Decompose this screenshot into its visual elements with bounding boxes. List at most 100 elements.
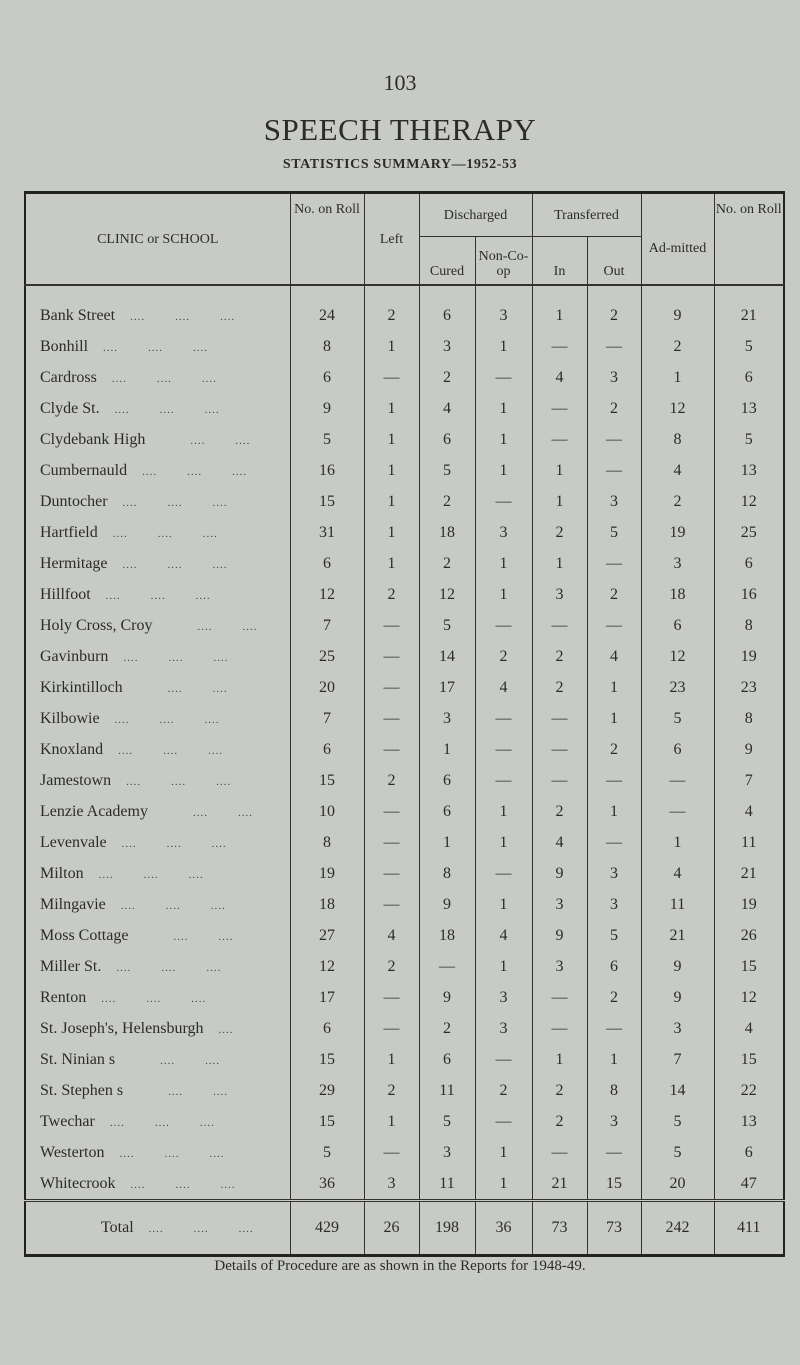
clinic-name-text: Kilbowie <box>40 709 100 727</box>
dot-leader: .... .... .... <box>115 1178 236 1191</box>
cell-roll-start: 5 <box>289 424 364 455</box>
cell-non-coop: 1 <box>474 951 532 982</box>
cell-out: 73 <box>586 1200 641 1256</box>
cell-cured: 12 <box>418 579 475 610</box>
cell-non-coop: 1 <box>474 1137 532 1168</box>
cell-in: 1 <box>531 486 587 517</box>
cell-left: 2 <box>363 951 419 982</box>
cell-left: 4 <box>363 920 419 951</box>
dot-leader: .... .... .... <box>101 961 222 974</box>
dot-leader: .... .... .... <box>108 651 229 664</box>
cell-non-coop: 1 <box>474 579 532 610</box>
header-left: Left <box>363 192 419 285</box>
cell-in: — <box>531 982 587 1013</box>
cell-cured: 5 <box>418 455 475 486</box>
cell-roll-start: 27 <box>289 920 364 951</box>
cell-admitted: 3 <box>640 548 714 579</box>
clinic-name: Holy Cross, Croy .... .... <box>25 610 290 641</box>
cell-non-coop: — <box>474 1044 532 1075</box>
cell-left: — <box>363 362 419 393</box>
cell-out: 2 <box>586 393 641 424</box>
clinic-name-text: Moss Cottage <box>40 926 129 944</box>
cell-in: 4 <box>531 362 587 393</box>
cell-out: 3 <box>586 486 641 517</box>
dot-leader: .... .... .... <box>94 1116 215 1129</box>
cell-roll-end: 6 <box>713 362 784 393</box>
cell-left: — <box>363 982 419 1013</box>
cell-non-coop: — <box>474 703 532 734</box>
cell-cured: 2 <box>418 1013 475 1044</box>
cell-roll-end: 16 <box>713 579 784 610</box>
cell-out: — <box>586 765 641 796</box>
cell-out: — <box>586 827 641 858</box>
table-row: Milngavie .... .... .... 18—9 1 3 3 11 19 <box>25 889 784 920</box>
cell-non-coop: 3 <box>474 982 532 1013</box>
cell-cured: — <box>418 951 475 982</box>
cell-left: — <box>363 858 419 889</box>
cell-admitted: 242 <box>640 1200 714 1256</box>
cell-non-coop: 3 <box>474 300 532 331</box>
cell-admitted: — <box>640 796 714 827</box>
cell-roll-end: 4 <box>713 1013 784 1044</box>
cell-cured: 9 <box>418 982 475 1013</box>
cell-left: — <box>363 827 419 858</box>
dot-leader: .... .... .... <box>103 744 224 757</box>
cell-out: 5 <box>586 920 641 951</box>
dot-leader: .... .... <box>145 434 251 447</box>
cell-admitted: 1 <box>640 362 714 393</box>
cell-in: 1 <box>531 1044 587 1075</box>
table-row: St. Stephen s .... .... 29 2 11 2 2 8 14 22 <box>25 1075 784 1106</box>
cell-left: 2 <box>363 765 419 796</box>
cell-cured: 3 <box>418 703 475 734</box>
cell-cured: 2 <box>418 362 475 393</box>
clinic-name-text: Gavinburn <box>40 647 109 665</box>
cell-cured: 11 <box>418 1168 475 1201</box>
cell-out: 4 <box>586 641 641 672</box>
cell-in: 3 <box>531 579 587 610</box>
cell-admitted: 2 <box>640 331 714 362</box>
table-row: Hillfoot .... .... .... 12 2 12 1 3 2 18 16 <box>25 579 784 610</box>
cell-admitted: 19 <box>640 517 714 548</box>
cell-cured: 6 <box>418 1044 475 1075</box>
clinic-name-text: Twechar <box>40 1112 95 1130</box>
header-cured: Cured <box>418 236 475 285</box>
cell-cured: 1 <box>418 827 475 858</box>
clinic-name-text: Hillfoot <box>40 585 91 603</box>
cell-roll-end: 26 <box>713 920 784 951</box>
cell-roll-start: 5 <box>289 1137 364 1168</box>
cell-roll-start: 6 <box>289 362 364 393</box>
cell-non-coop: 1 <box>474 1168 532 1201</box>
table-row: Clyde St. .... .... .... 9 1 4 1—2 12 13 <box>25 393 784 424</box>
header-roll-end: No. on Roll <box>713 192 784 285</box>
clinic-name: Kilbowie .... .... .... <box>25 703 290 734</box>
cell-roll-end: 8 <box>713 703 784 734</box>
cell-left: 1 <box>363 517 419 548</box>
clinic-name-text: Holy Cross, Croy <box>40 616 153 634</box>
cell-admitted: 12 <box>640 641 714 672</box>
cell-admitted: 2 <box>640 486 714 517</box>
cell-admitted: 8 <box>640 424 714 455</box>
clinic-name: Twechar .... .... .... <box>25 1106 290 1137</box>
page-title: SPEECH THERAPY <box>263 112 537 147</box>
cell-roll-end: 5 <box>713 331 784 362</box>
clinic-name-text: Duntocher <box>40 492 108 510</box>
cell-admitted: 21 <box>640 920 714 951</box>
cell-roll-start: 8 <box>289 827 364 858</box>
cell-in: — <box>531 610 587 641</box>
table-row: Kilbowie .... .... .... 7—3— —1 5 8 <box>25 703 784 734</box>
dot-leader: .... .... .... <box>107 558 228 571</box>
table-row: Gavinburn .... .... .... 25—14 2 2 4 12 19 <box>25 641 784 672</box>
cell-roll-end: 9 <box>713 734 784 765</box>
clinic-name: Cardross .... .... .... <box>25 362 290 393</box>
dot-leader: .... .... <box>128 930 234 943</box>
clinic-name-text: Renton <box>40 988 87 1006</box>
table-row: Holy Cross, Croy .... .... 7—5— — —6 8 <box>25 610 784 641</box>
cell-roll-start: 15 <box>289 486 364 517</box>
spacer-row <box>24 285 784 300</box>
dot-leader: .... .... .... <box>107 496 228 509</box>
cell-roll-start: 8 <box>289 331 364 362</box>
cell-non-coop: 1 <box>474 393 532 424</box>
table-row: Moss Cottage .... .... 27 4 18 4 9 5 21 26 <box>25 920 784 951</box>
table-row: Hermitage .... .... .... 6 1 2 1 1—3 6 <box>25 548 784 579</box>
cell-left: 1 <box>363 486 419 517</box>
